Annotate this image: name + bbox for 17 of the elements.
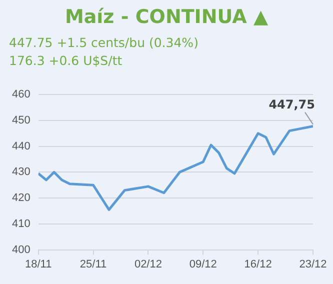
x-tick-label: 02/12 xyxy=(134,258,162,270)
y-tick-label: 410 xyxy=(12,218,30,230)
x-tick-label: 09/12 xyxy=(189,258,217,270)
text: 176.3 +0.6 U$S/tt xyxy=(8,52,124,70)
chart-subtitle: 447.75 +1.5 cents/bu (0.34%) xyxy=(8,34,200,52)
x-tick-label: 18/11 xyxy=(24,258,52,270)
y-tick-label: 440 xyxy=(12,140,30,152)
chart-title: Maíz - CONTINUA ▲ xyxy=(64,5,270,30)
x-tick-label: 16/12 xyxy=(244,258,272,270)
y-tick-label: 420 xyxy=(12,192,30,204)
y-tick-label: 430 xyxy=(12,166,30,178)
y-tick-label: 450 xyxy=(12,114,30,126)
y-tick-label: 460 xyxy=(12,88,30,101)
x-tick-label: 23/12 xyxy=(299,258,327,270)
x-tick-label: 25/11 xyxy=(80,258,107,270)
annotation: 447,75 xyxy=(268,97,315,112)
y-tick-label: 400 xyxy=(12,244,30,256)
